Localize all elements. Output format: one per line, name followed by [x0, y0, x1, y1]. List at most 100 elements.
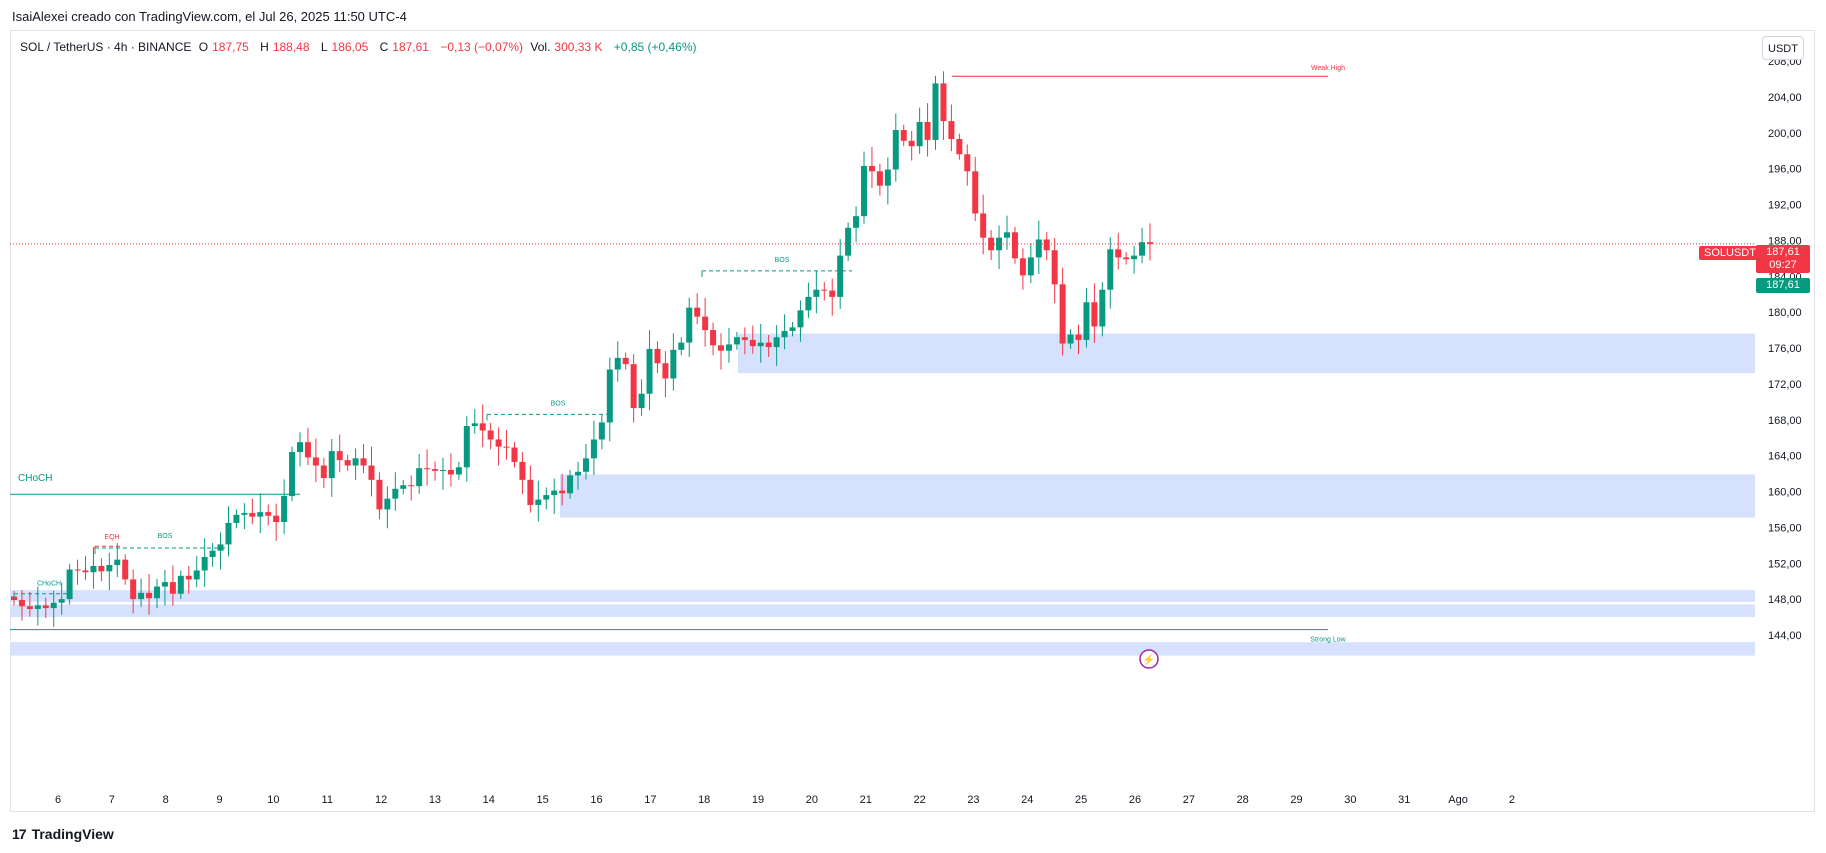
candle-body	[543, 495, 550, 500]
candle-body	[678, 342, 685, 350]
candle-body	[265, 512, 272, 516]
candle-body	[201, 556, 208, 571]
x-axis-tick-label: 18	[698, 794, 710, 806]
candle-body	[845, 227, 852, 256]
candle-body	[718, 345, 725, 351]
candle-body	[106, 565, 113, 572]
candle-body	[82, 570, 89, 573]
x-axis-tick-label: 14	[483, 794, 495, 806]
candle-body	[289, 452, 296, 496]
candle-body	[725, 344, 732, 351]
candle-body	[217, 544, 224, 551]
candle-body	[908, 140, 915, 147]
candle-body	[575, 471, 582, 476]
candle-body	[376, 479, 383, 510]
candle-body	[177, 575, 184, 594]
candle-body	[853, 216, 860, 228]
currency-button[interactable]: USDT	[1762, 36, 1804, 60]
candle-body	[18, 600, 25, 607]
symbol-name[interactable]: SOL / TetherUS · 4h · BINANCE	[20, 40, 192, 54]
x-axis-tick-label: 8	[163, 794, 169, 806]
candle-body	[821, 289, 828, 291]
candle-body	[686, 307, 693, 343]
tradingview-logo[interactable]: 17 TradingView	[12, 826, 114, 842]
candle-body	[1004, 232, 1011, 238]
candle-body	[257, 512, 264, 517]
candle-body	[527, 479, 534, 505]
candle-body	[590, 439, 597, 459]
candle-body	[805, 296, 812, 311]
candle-body	[924, 121, 931, 140]
candle-body	[773, 337, 780, 348]
x-axis-tick-label: 17	[644, 794, 656, 806]
y-axis-tick-label: 176,00	[1768, 343, 1802, 355]
last-price-tag-green: 187,61	[1756, 278, 1810, 293]
candle-body	[26, 606, 33, 609]
candle-body	[185, 575, 192, 580]
candle-body	[1059, 284, 1066, 344]
candle-body	[392, 488, 399, 499]
x-axis-tick-label: 12	[375, 794, 387, 806]
candle-body	[400, 485, 407, 489]
high-value: 188,48	[272, 40, 310, 54]
candle-body	[193, 570, 200, 580]
candle-body	[837, 255, 844, 297]
candle-body	[630, 364, 637, 409]
candle-body	[424, 468, 431, 470]
x-axis-tick-label: 30	[1344, 794, 1356, 806]
candle-body	[138, 592, 145, 600]
candle-body	[1083, 302, 1090, 340]
candle-body	[797, 310, 804, 328]
y-axis-tick-label: 172,00	[1768, 379, 1802, 391]
candle-body	[328, 451, 335, 479]
zone-box	[738, 333, 1755, 374]
structure-label: BOS	[775, 257, 790, 264]
zone-box	[10, 604, 1755, 618]
candle-body	[320, 465, 327, 479]
candle-body	[447, 469, 454, 475]
candle-body	[932, 83, 939, 140]
x-axis-tick-label: 15	[537, 794, 549, 806]
candle-body	[344, 460, 351, 466]
candle-body	[733, 337, 740, 345]
x-axis-tick-label: Ago	[1448, 794, 1468, 806]
structure-label: BOS	[551, 400, 566, 407]
candle-body	[654, 348, 661, 364]
y-axis-tick-label: 180,00	[1768, 307, 1802, 319]
high-label: H	[260, 40, 269, 54]
candle-body	[304, 442, 311, 458]
candle-body	[813, 289, 820, 297]
candle-body	[416, 468, 423, 487]
y-axis-tick-label: 164,00	[1768, 451, 1802, 463]
x-axis-tick-label: 27	[1183, 794, 1195, 806]
candle-body	[471, 423, 478, 427]
x-axis-tick-label: 6	[55, 794, 61, 806]
candle-body	[638, 393, 645, 409]
candle-body	[169, 582, 176, 594]
candle-body	[487, 430, 494, 440]
y-axis-tick-label: 148,00	[1768, 594, 1802, 606]
low-label: L	[320, 40, 328, 54]
x-axis-tick-label: 10	[267, 794, 279, 806]
candle-body	[948, 121, 955, 140]
y-axis-tick-label: 152,00	[1768, 558, 1802, 570]
candle-body	[153, 586, 160, 599]
candle-body	[225, 522, 232, 545]
candle-body	[694, 307, 701, 317]
candle-body	[765, 342, 772, 348]
candle-body	[535, 499, 542, 505]
candle-body	[273, 515, 280, 522]
candle-body	[551, 490, 558, 496]
y-axis-tick-label: 204,00	[1768, 92, 1802, 104]
candle-body	[439, 469, 446, 471]
close-value: 187,61	[392, 40, 429, 54]
y-axis-tick-label: 188,00	[1768, 235, 1802, 247]
zone-box	[10, 590, 1755, 602]
candle-body	[511, 447, 518, 462]
bar-countdown: 09:27	[1769, 259, 1797, 271]
candle-body	[1075, 334, 1082, 340]
candle-body	[1067, 334, 1074, 344]
volume-value: 300,33 K	[554, 40, 603, 54]
